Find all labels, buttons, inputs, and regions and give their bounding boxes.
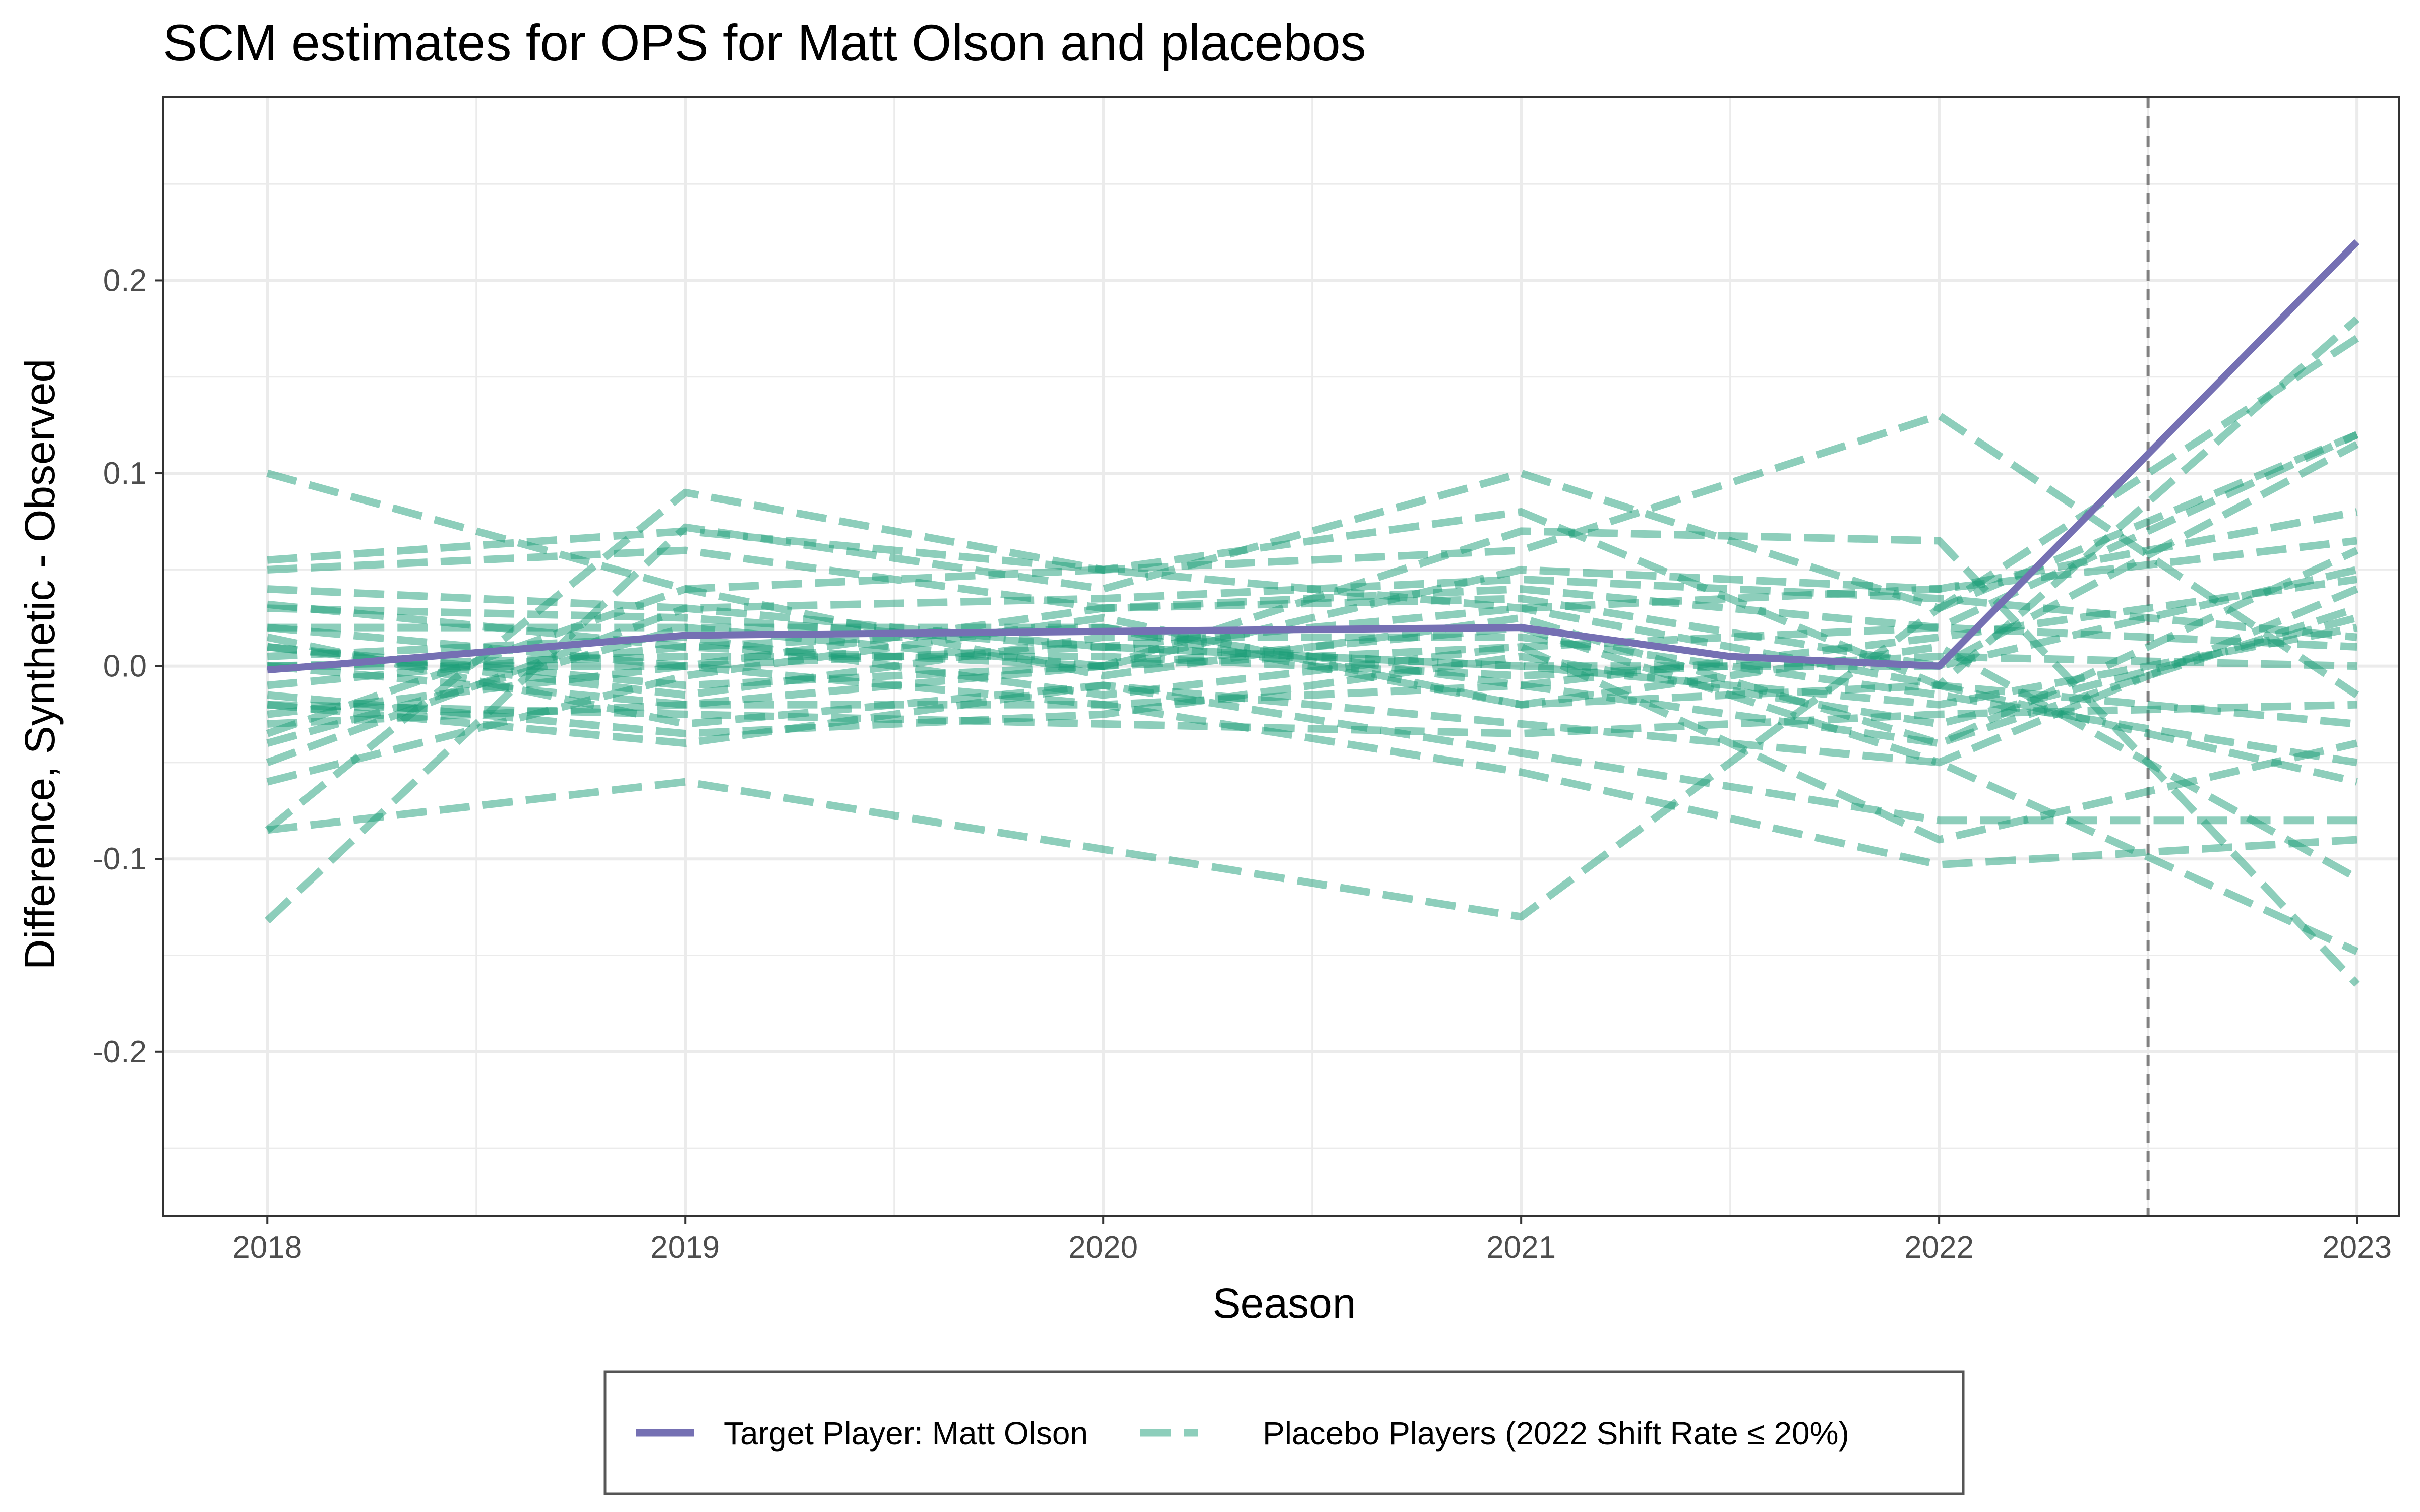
panel-border xyxy=(162,96,2400,1217)
x-tick-label-2023: 2023 xyxy=(2322,1230,2392,1265)
y-tick-label-1: -0.1 xyxy=(93,842,147,876)
legend-target-label: Target Player: Matt Olson xyxy=(724,1415,1088,1452)
x-tick-label-2019: 2019 xyxy=(650,1230,720,1265)
y-tick-label-3: 0.1 xyxy=(103,456,147,491)
placebo-line-3 xyxy=(265,431,2358,924)
x-axis-title: Season xyxy=(1213,1280,1356,1327)
x-axis-ticks: 2018 2019 2020 2021 2022 2023 xyxy=(232,1216,2392,1265)
y-tick-label-2: 0.0 xyxy=(103,649,147,684)
placebo-line-5 xyxy=(265,411,2360,833)
placebo-line-10 xyxy=(267,681,2359,955)
placebo-line-18 xyxy=(267,566,2358,718)
y-axis-title: Difference, Synthetic - Observed xyxy=(16,359,64,970)
legend: Target Player: Matt Olson Placebo Player… xyxy=(603,1370,1965,1495)
placebo-line-12 xyxy=(266,508,2358,747)
chart-title: SCM estimates for OPS for Matt Olson and… xyxy=(163,14,1366,72)
placebo-line-15 xyxy=(267,585,2358,767)
legend-box xyxy=(603,1370,1965,1495)
x-tick-label-2021: 2021 xyxy=(1486,1230,1556,1265)
placebo-line-20 xyxy=(266,614,2357,786)
placebo-line-25 xyxy=(266,585,2358,747)
legend-placebo-label: Placebo Players (2022 Shift Rate ≤ 20%) xyxy=(1263,1415,1849,1452)
placebo-line-4 xyxy=(267,335,2360,921)
placebo-line-26 xyxy=(267,576,2358,689)
placebo-line-28 xyxy=(267,575,2357,641)
target-line xyxy=(267,239,2360,674)
y-tick-label-4: 0.2 xyxy=(103,263,147,298)
placebo-line-23 xyxy=(267,653,2357,680)
x-tick-label-2020: 2020 xyxy=(1068,1230,1138,1265)
y-tick-label-0: -0.2 xyxy=(93,1035,147,1069)
y-axis-ticks: -0.2 -0.1 0.0 0.1 0.2 xyxy=(93,263,163,1069)
placebo-line-16 xyxy=(266,604,2358,766)
series-lines xyxy=(265,239,2360,987)
placebo-line-24 xyxy=(267,633,2358,767)
x-tick-label-2018: 2018 xyxy=(232,1230,302,1265)
x-tick-label-2022: 2022 xyxy=(1904,1230,1974,1265)
placebo-line-27 xyxy=(267,701,2357,738)
